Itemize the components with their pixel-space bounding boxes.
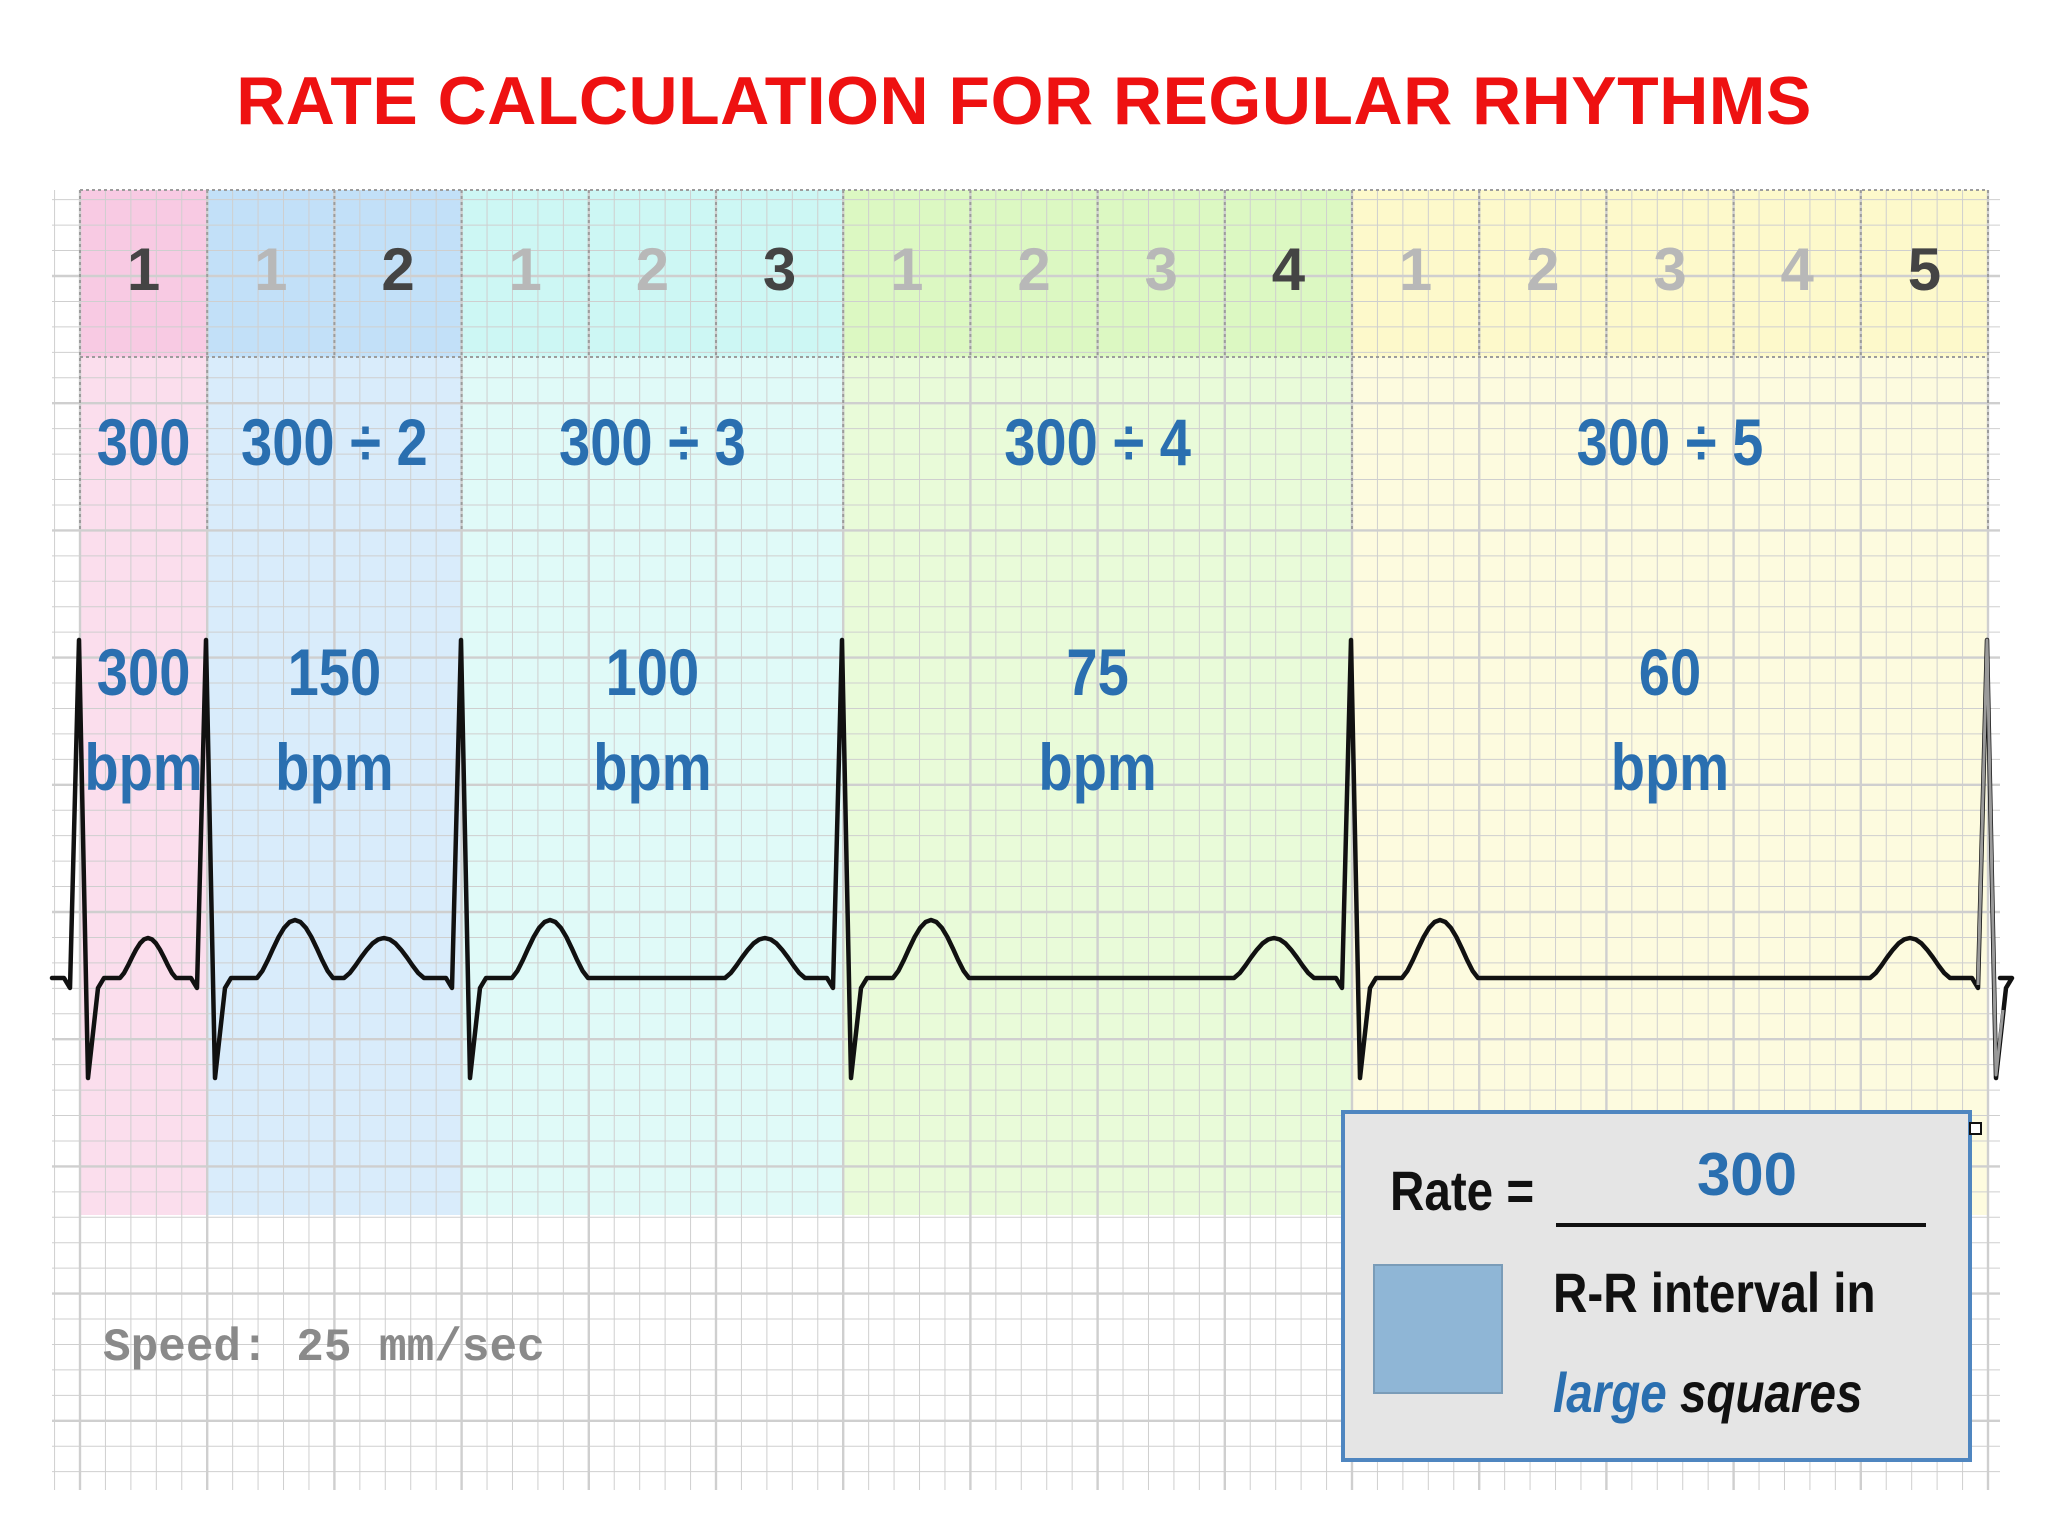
zone-5-count-4: 4 [1781,236,1815,303]
zone-4-unit: bpm [1038,731,1156,804]
ecg-grid [52,190,2000,1490]
zone-4-count-4: 4 [1272,236,1306,303]
zone-4-count-2: 2 [1017,236,1050,303]
zone-1-header [80,190,208,357]
zone-3-count-1: 1 [509,236,542,303]
legend-rate-label: Rate = [1390,1160,1534,1222]
legend-large-word: large [1553,1362,1667,1424]
square-count-header: 1 1 2 1 2 3 1 2 3 4 1 2 3 4 5 [79,189,1989,530]
zone-5-count-3: 3 [1653,236,1686,303]
zone-1-rate: 300 [97,636,191,709]
zone-2-count-1: 1 [254,236,287,303]
zone-5-count-1: 1 [1399,236,1432,303]
resize-handle [1969,1122,1982,1135]
zone-1-unit: bpm [84,731,202,804]
zone-4-formula: 300 ÷ 4 [1004,406,1191,479]
zone-3-rate: 100 [606,636,700,709]
zone-3-unit: bpm [593,731,711,804]
ecg-trace-tail [1976,638,2005,1077]
zone-3-formula: 300 ÷ 3 [559,406,746,479]
zone-2-unit: bpm [275,731,393,804]
zone-4-count-3: 3 [1145,236,1178,303]
large-square-swatch [1373,1264,1503,1394]
zone-3-background [461,190,844,1215]
zone-5-header [1352,190,1988,357]
zone-4-count-1: 1 [890,236,923,303]
zone-3-count-3: 3 [763,236,796,303]
zone-5-formula: 300 ÷ 5 [1577,406,1764,479]
legend-denominator-line1: R-R interval in [1553,1262,1876,1324]
zone-1-background [80,190,208,1215]
zone-2-rate: 150 [288,636,382,709]
zone-5-rate: 60 [1639,636,1701,709]
legend-squares-word: squares [1680,1362,1863,1424]
zone-3-count-2: 2 [636,236,669,303]
rate-labels: 300 300 bpm 300 ÷ 2 150 bpm 300 ÷ 3 100 bpm 300 ÷… [84,406,1763,804]
rate-formula-box: Rate = 300 R-R interval in large squares [1341,1110,1982,1462]
legend-numerator: 300 [1697,1141,1797,1208]
zone-1-count-1: 1 [127,236,160,303]
zone-3-header [461,190,844,357]
zone-5-count-5: 5 [1908,236,1941,303]
zone-5-unit: bpm [1611,731,1729,804]
ecg-trace [49,637,2015,1081]
zone-2-count-2: 2 [381,236,414,303]
paper-speed-label: Speed: 25 mm/sec [103,1322,545,1374]
zone-4-rate: 75 [1066,636,1128,709]
legend-denominator-line2: large squares [1553,1362,1862,1424]
zone-2-formula: 300 ÷ 2 [241,406,428,479]
zone-5-count-2: 2 [1526,236,1559,303]
page-title: RATE CALCULATION FOR REGULAR RHYTHMS [236,63,1812,139]
zone-1-formula: 300 [97,406,191,479]
zone-5-background [1352,190,1988,1215]
